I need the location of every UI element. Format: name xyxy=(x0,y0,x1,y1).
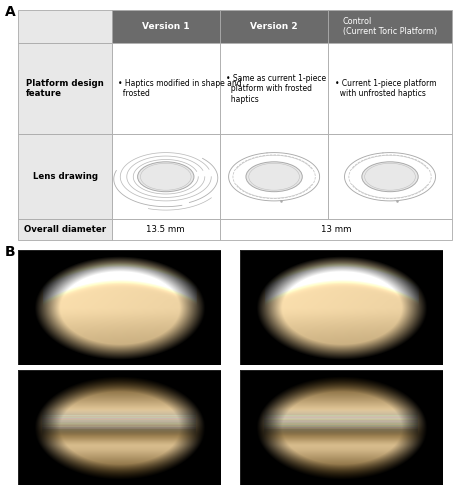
Text: Control
(Current Toric Platform): Control (Current Toric Platform) xyxy=(343,17,437,36)
Text: • Current 1-piece platform
  with unfrosted haptics: • Current 1-piece platform with unfroste… xyxy=(335,79,436,98)
Text: Version 1: Version 1 xyxy=(142,22,189,31)
Bar xyxy=(18,44,112,134)
Text: • Same as current 1-piece
  platform with frosted
  haptics: • Same as current 1-piece platform with … xyxy=(226,74,326,104)
Bar xyxy=(112,220,220,240)
Bar xyxy=(112,134,220,220)
Bar xyxy=(220,134,328,220)
Text: 13 mm: 13 mm xyxy=(320,225,351,234)
Bar xyxy=(328,134,452,220)
Text: B: B xyxy=(5,245,15,259)
Text: Version 2: Version 2 xyxy=(250,22,298,31)
Bar xyxy=(220,220,452,240)
Bar xyxy=(18,134,112,220)
Circle shape xyxy=(246,162,302,192)
Text: Overall diameter: Overall diameter xyxy=(24,225,106,234)
Bar xyxy=(18,10,112,43)
Bar xyxy=(112,10,220,43)
Text: Platform design
feature: Platform design feature xyxy=(26,79,104,98)
Circle shape xyxy=(137,162,194,192)
Bar xyxy=(112,44,220,134)
Text: • Haptics modified in shape and
  frosted: • Haptics modified in shape and frosted xyxy=(118,79,242,98)
Bar xyxy=(220,10,328,43)
Bar xyxy=(18,220,112,240)
Text: Lens drawing: Lens drawing xyxy=(33,172,98,181)
Circle shape xyxy=(362,162,418,192)
Bar xyxy=(328,44,452,134)
Text: A: A xyxy=(5,5,15,19)
Bar xyxy=(328,10,452,43)
Text: 13.5 mm: 13.5 mm xyxy=(147,225,185,234)
Bar xyxy=(220,44,328,134)
